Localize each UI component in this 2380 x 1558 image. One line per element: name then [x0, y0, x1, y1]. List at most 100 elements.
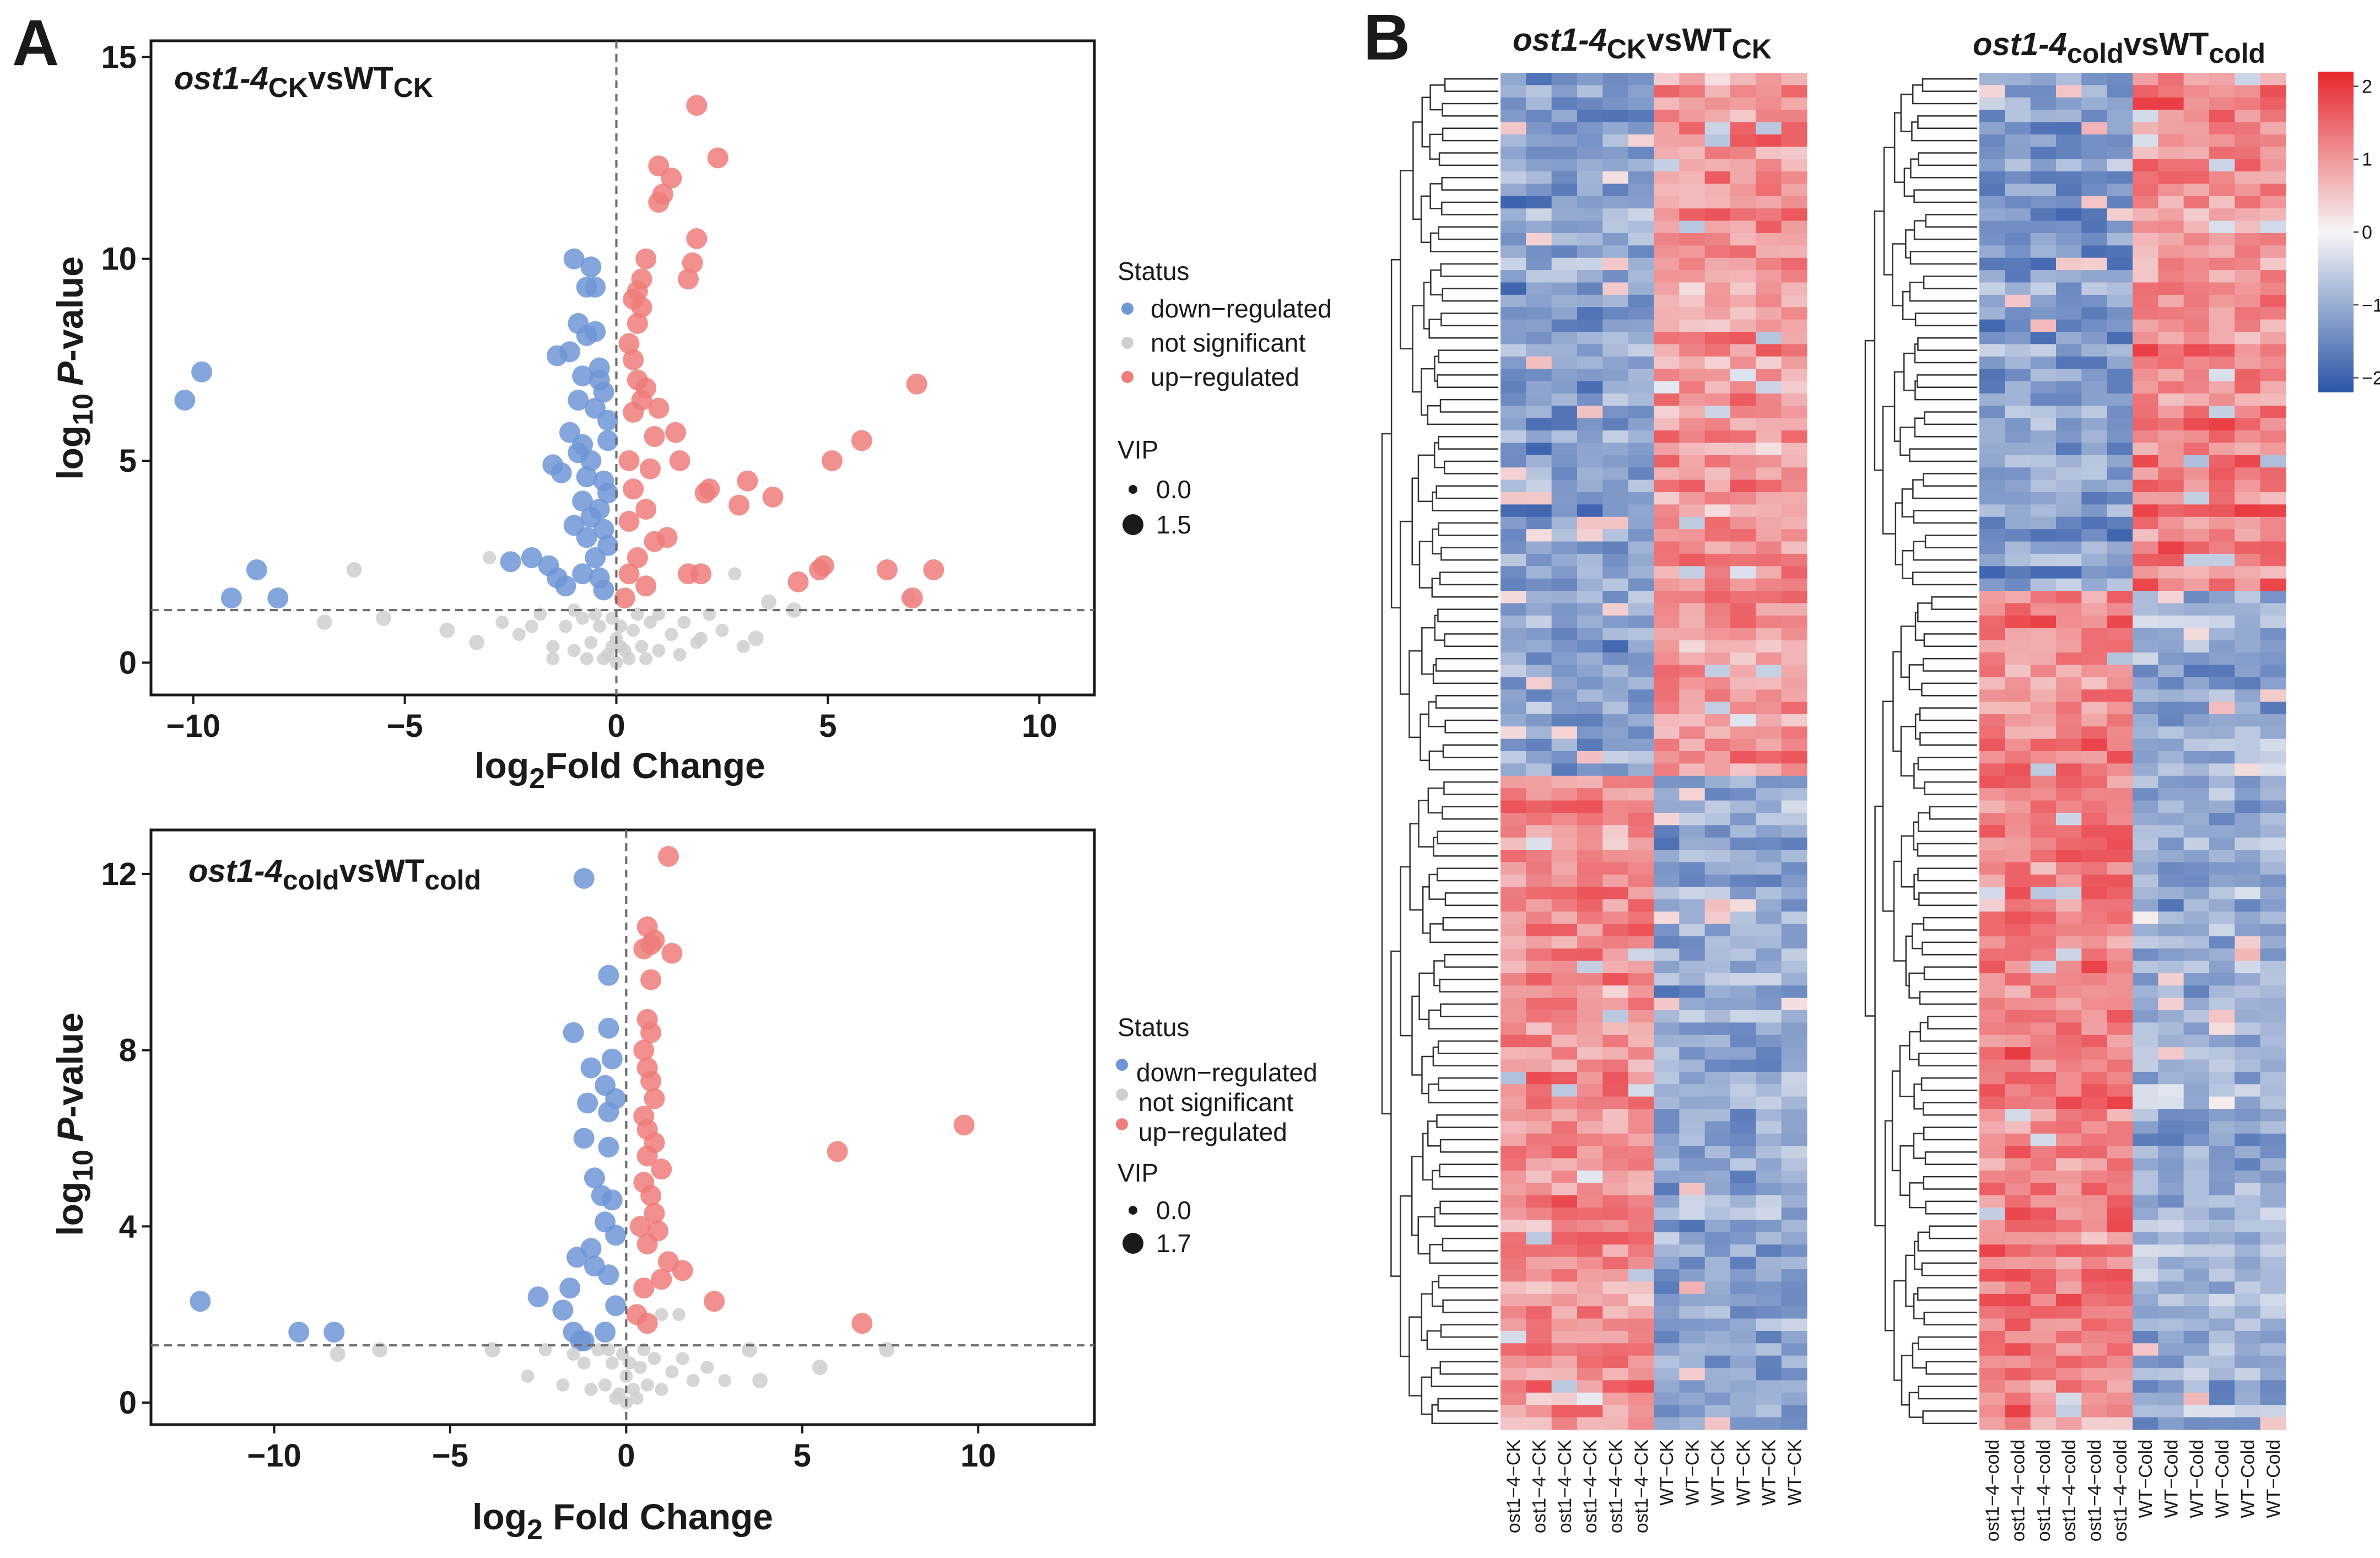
heatmap-cell	[1679, 1380, 1706, 1393]
heatmap-cell	[2133, 1355, 2158, 1368]
heatmap-cell	[1577, 714, 1603, 727]
heatmap-cell	[1551, 184, 1578, 197]
heatmap-cell	[2183, 998, 2210, 1011]
heatmap-cell	[1679, 406, 1706, 419]
heatmap-cell	[2183, 936, 2210, 949]
heatmap-cell	[1526, 344, 1552, 357]
heatmap-cell	[2183, 257, 2210, 271]
heatmap-cell	[1781, 800, 1807, 813]
heatmap-cell	[2056, 122, 2082, 135]
heatmap-cell	[1730, 1133, 1756, 1146]
heatmap-cell	[2081, 541, 2108, 554]
heatmap-cell	[1551, 825, 1578, 838]
heatmap-cell	[2030, 702, 2057, 715]
heatmap-cell	[2158, 504, 2184, 517]
heatmap-cell	[2030, 652, 2057, 665]
heatmap-cell	[2235, 1121, 2261, 1134]
heatmap-cell	[2107, 1380, 2133, 1393]
heatmap-cell	[1704, 553, 1731, 567]
heatmap-cell	[2133, 344, 2158, 357]
heatmap-cell	[2081, 369, 2108, 382]
heatmap-cell	[2183, 122, 2210, 135]
heatmap-cell	[2235, 1071, 2261, 1085]
heatmap-cell	[1551, 1059, 1578, 1072]
heatmap-cell	[1654, 899, 1680, 912]
y-tick-label: 12	[101, 856, 137, 892]
heatmap-cell	[1781, 1047, 1807, 1060]
heatmap-cell	[1628, 738, 1654, 752]
heatmap-cell	[2158, 825, 2184, 838]
heatmap-cell	[1704, 874, 1731, 887]
heatmap-cell	[2133, 1368, 2158, 1381]
heatmap-cell	[2209, 1207, 2235, 1221]
point-not-significant	[592, 619, 606, 633]
heatmap-cell	[1781, 1220, 1807, 1233]
heatmap-cell	[2235, 812, 2261, 826]
heatmap-cell	[2183, 393, 2210, 406]
heatmap-cell	[1679, 714, 1706, 727]
heatmap-cell	[1756, 825, 1782, 838]
point-up-regulated	[906, 373, 927, 395]
heatmap-cell	[2030, 1022, 2057, 1036]
heatmap-cell	[1704, 998, 1731, 1011]
heatmap-cell	[2081, 1257, 2108, 1270]
heatmap-cell	[1501, 1183, 1526, 1196]
heatmap-cell	[1551, 1195, 1578, 1208]
heatmap-cell	[1756, 270, 1782, 283]
heatmap-cell	[1679, 566, 1706, 579]
heatmap-cell	[1526, 1293, 1552, 1307]
heatmap-cell	[1501, 1244, 1526, 1258]
heatmap-cell	[2158, 591, 2184, 604]
dendrogram-branch	[1913, 1293, 1924, 1319]
heatmap-cell	[2107, 887, 2133, 900]
heatmap-cell	[2183, 1146, 2210, 1159]
heatmap-cell	[1979, 332, 2005, 344]
heatmap-cell	[2158, 492, 2184, 505]
heatmap-cell	[2183, 467, 2210, 481]
heatmap-cell	[1704, 812, 1731, 826]
heatmap-cell	[2133, 615, 2158, 628]
column-label: ost1−4−cold	[2085, 1440, 2106, 1541]
heatmap-cell	[1654, 393, 1680, 406]
heatmap-cell	[1781, 751, 1807, 764]
heatmap-cell	[1704, 825, 1731, 838]
heatmap-cell	[2260, 443, 2286, 456]
heatmap-cell	[1781, 591, 1807, 604]
heatmap-cell	[1501, 1133, 1526, 1146]
heatmap-cell	[2158, 1232, 2184, 1245]
heatmap-cell	[2005, 812, 2031, 826]
heatmap-cell	[1654, 208, 1680, 222]
heatmap-cell	[1628, 1343, 1654, 1356]
heatmap-cell	[1577, 332, 1603, 344]
heatmap-cell	[1756, 1257, 1782, 1270]
dendrogram-branch	[1913, 874, 1919, 900]
heatmap-cell	[1979, 1257, 2005, 1270]
heatmap-cell	[1679, 775, 1706, 789]
heatmap-cell	[1551, 788, 1578, 801]
heatmap-cell	[2107, 1368, 2133, 1381]
heatmap-cell	[2107, 936, 2133, 949]
heatmap-cell	[1679, 578, 1706, 591]
heatmap-cell	[1979, 1392, 2005, 1405]
heatmap-cell	[2260, 282, 2286, 295]
heatmap-cell	[2260, 1380, 2286, 1393]
heatmap-cell	[2260, 110, 2286, 123]
point-up-regulated	[635, 499, 657, 520]
legend-dot-ns	[1116, 1088, 1128, 1101]
heatmap-cell	[1979, 257, 2005, 271]
heatmap-cell	[1979, 393, 2005, 406]
heatmap-cell	[1551, 911, 1578, 924]
heatmap-cell	[2183, 689, 2210, 703]
heatmap-cell	[2260, 134, 2286, 147]
heatmap-cell	[2030, 837, 2057, 850]
heatmap-cell	[1730, 591, 1756, 604]
dendrogram-branch	[1923, 1312, 1972, 1325]
heatmap-cell	[1979, 418, 2005, 431]
heatmap-cell	[1551, 887, 1578, 900]
heatmap-cell	[1551, 640, 1578, 653]
dendrogram-branch	[1913, 1133, 1926, 1159]
heatmap-cell	[1628, 751, 1654, 764]
dendrogram-branch	[1442, 806, 1493, 820]
heatmap-cell	[2056, 492, 2082, 505]
heatmap-cell	[1679, 1034, 1706, 1048]
